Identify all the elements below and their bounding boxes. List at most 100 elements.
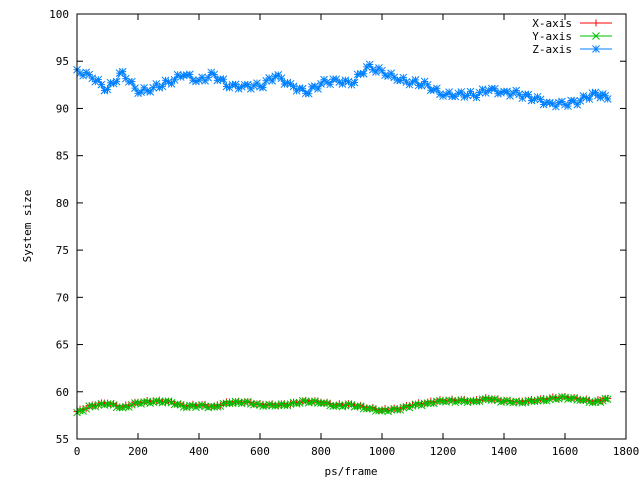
- x-tick-label: 800: [311, 445, 331, 458]
- data-point: [210, 403, 219, 411]
- y-tick-label: 95: [56, 55, 69, 68]
- data-point: [375, 406, 383, 415]
- data-point: [118, 67, 127, 76]
- data-point: [551, 102, 560, 111]
- data-point: [390, 404, 398, 412]
- data-point: [314, 85, 322, 93]
- data-point: [289, 82, 298, 91]
- data-point: [503, 87, 511, 96]
- data-point: [128, 77, 136, 86]
- data-point: [240, 398, 249, 407]
- data-point: [567, 394, 575, 403]
- ticks: 0 200 400 600 800 1000 1200 1400 1600 1800 55 60 65 7…: [49, 8, 639, 458]
- data-point: [85, 402, 94, 410]
- series-z-axis: [73, 60, 612, 111]
- data-point: [219, 75, 228, 84]
- data-point: [482, 394, 490, 402]
- data-point: [463, 91, 472, 100]
- y-tick-label: 75: [56, 244, 69, 257]
- y-tick-label: 55: [56, 433, 69, 446]
- data-point: [497, 398, 505, 406]
- data-point: [564, 395, 572, 403]
- data-point: [268, 401, 277, 410]
- data-point: [179, 403, 188, 411]
- data-point: [326, 401, 335, 410]
- data-point: [551, 395, 560, 404]
- data-point: [603, 95, 612, 103]
- data-point: [115, 403, 124, 412]
- data-point: [500, 397, 508, 406]
- x-tick-label: 600: [250, 445, 270, 458]
- data-point: [94, 75, 103, 84]
- data-point: [439, 397, 447, 406]
- data-point: [317, 80, 325, 88]
- data-point: [76, 406, 84, 415]
- data-point: [411, 76, 420, 84]
- data-point: [469, 397, 478, 406]
- y-tick-label: 85: [56, 150, 69, 163]
- data-point: [524, 396, 533, 405]
- data-point: [539, 396, 548, 405]
- data-point: [161, 397, 170, 406]
- legend-label: X-axis: [532, 17, 572, 30]
- data-point: [134, 399, 142, 407]
- data-point: [152, 80, 161, 88]
- data-point: [298, 396, 307, 405]
- legend-label: Y-axis: [532, 30, 572, 43]
- data-point: [243, 80, 252, 89]
- data-point: [359, 69, 368, 78]
- legend-marker: [592, 32, 600, 40]
- data-point: [359, 404, 368, 413]
- data-point: [524, 90, 533, 99]
- data-point: [411, 400, 420, 409]
- data-point: [436, 396, 444, 405]
- data-point: [372, 407, 380, 415]
- data-point: [225, 399, 234, 407]
- data-point: [596, 398, 605, 406]
- data-point: [304, 398, 313, 407]
- data-point: [140, 398, 148, 406]
- data-point: [390, 404, 399, 413]
- y-tick-label: 70: [56, 291, 69, 304]
- y-tick-label: 90: [56, 102, 69, 115]
- data-point: [280, 401, 289, 410]
- data-point: [353, 402, 362, 411]
- data-point: [185, 401, 194, 410]
- data-point: [131, 84, 139, 93]
- data-point: [222, 399, 231, 408]
- data-point: [152, 397, 161, 405]
- x-tick-label: 1400: [491, 445, 518, 458]
- legend-label: Z-axis: [532, 43, 572, 56]
- data-point: [399, 73, 408, 82]
- y-tick-label: 100: [49, 8, 69, 21]
- data-point: [417, 81, 426, 90]
- data-point: [426, 399, 435, 407]
- data-point: [259, 402, 267, 411]
- y-tick-label: 65: [56, 339, 69, 352]
- plot-marks: [73, 60, 612, 417]
- data-point: [149, 83, 158, 92]
- data-point: [103, 85, 112, 94]
- data-point: [387, 69, 396, 78]
- data-point: [518, 94, 527, 103]
- data-point: [579, 396, 588, 405]
- data-point: [170, 400, 179, 409]
- data-point: [372, 68, 380, 76]
- data-point: [259, 83, 267, 92]
- data-point: [515, 398, 524, 407]
- y-axis-label: System size: [21, 190, 34, 263]
- x-tick-label: 1000: [369, 445, 396, 458]
- data-point: [436, 396, 444, 404]
- axes: [76, 13, 627, 440]
- data-point: [326, 80, 335, 89]
- data-point: [350, 78, 359, 87]
- data-point: [570, 96, 579, 105]
- data-point: [601, 394, 610, 403]
- data-point: [445, 396, 453, 405]
- series-x-axis: [73, 393, 612, 416]
- data-point: [558, 392, 566, 401]
- data-point: [515, 90, 524, 99]
- data-point: [332, 402, 341, 410]
- data-point: [445, 88, 453, 96]
